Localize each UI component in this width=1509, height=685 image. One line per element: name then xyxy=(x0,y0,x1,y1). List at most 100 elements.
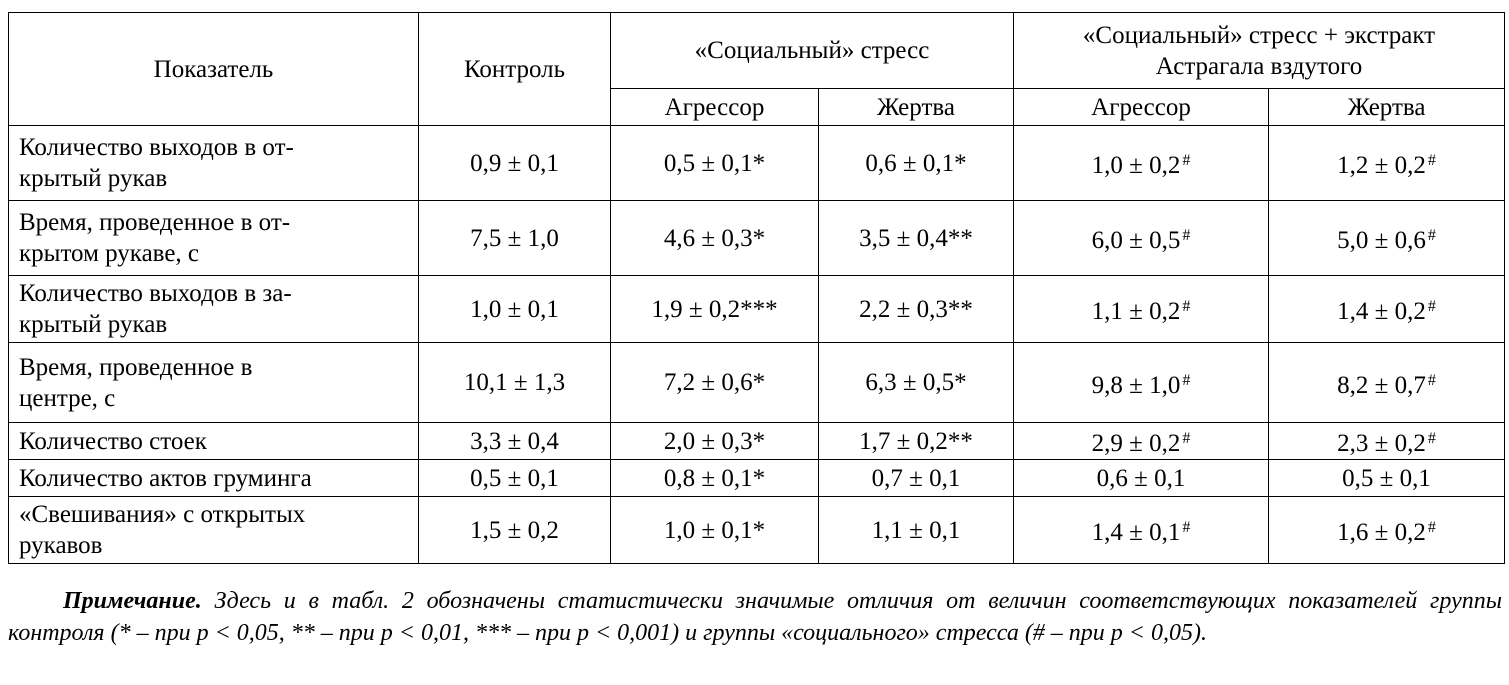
table-row: Количество стоек 3,3 ± 0,4 2,0 ± 0,3* 1,7 ±… xyxy=(8,422,1506,460)
header-victim-extract: Жертва xyxy=(1268,88,1506,126)
cell-value: 1,0 ± 0,2 xyxy=(1091,152,1181,179)
table-row: Количество выходов в за- крытый рукав 1,0… xyxy=(8,275,1506,343)
header-social-stress: «Социальный» стресс xyxy=(609,12,1015,89)
table-cell: 1,0 ± 0,2 # xyxy=(1013,125,1270,201)
cell-value: 0,7 ± 0,1 xyxy=(871,464,961,492)
table-cell: 10,1 ± 1,3 xyxy=(418,342,611,423)
cell-value: 1,0 ± 0,1* xyxy=(663,516,766,544)
cell-value: 0,6 ± 0,1 xyxy=(1096,464,1186,492)
cell-value: 1,9 ± 0,2*** xyxy=(651,295,778,323)
cell-value: 4,6 ± 0,3* xyxy=(663,224,766,252)
table-cell: 2,2 ± 0,3** xyxy=(817,275,1015,343)
table-row: Время, проведенное в от- крытом рукаве, … xyxy=(8,200,1506,276)
row-label: Количество актов груминга xyxy=(8,459,419,497)
significance-mark: # xyxy=(1427,430,1436,447)
table-cell: 3,5 ± 0,4** xyxy=(817,200,1015,276)
table-cell: 0,6 ± 0,1* xyxy=(817,125,1015,201)
cell-value: 1,4 ± 0,1 xyxy=(1091,519,1181,546)
table-cell: 1,6 ± 0,2 # xyxy=(1268,496,1506,564)
cell-value: 2,2 ± 0,3** xyxy=(859,295,973,323)
note-text: Здесь и в табл. 2 обозначены статистичес… xyxy=(8,588,1502,646)
row-label: «Свешивания» с открытых рукавов xyxy=(8,496,419,564)
table-cell: 6,3 ± 0,5* xyxy=(817,342,1015,423)
significance-mark: # xyxy=(1182,152,1191,169)
significance-mark: # xyxy=(1182,430,1191,447)
cell-value: 10,1 ± 1,3 xyxy=(463,369,566,396)
significance-mark: # xyxy=(1427,519,1436,536)
table-row: «Свешивания» с открытых рукавов 1,5 ± 0,2… xyxy=(8,496,1506,564)
cell-value: 1,5 ± 0,2 xyxy=(470,516,559,544)
row-label: Количество стоек xyxy=(8,422,419,460)
cell-value: 1,1 ± 0,2 xyxy=(1091,298,1181,325)
table-cell: 0,6 ± 0,1 xyxy=(1013,459,1270,497)
table-cell: 2,9 ± 0,2 # xyxy=(1013,422,1270,460)
table-note: Примечание. Здесь и в табл. 2 обозначены… xyxy=(8,586,1502,649)
table-cell: 0,9 ± 0,1 xyxy=(418,125,611,201)
table-cell: 2,0 ± 0,3* xyxy=(610,422,819,460)
table-cell: 0,8 ± 0,1* xyxy=(610,459,819,497)
significance-mark: # xyxy=(1427,152,1436,169)
cell-value: 2,9 ± 0,2 xyxy=(1091,430,1181,457)
cell-value: 8,2 ± 0,7 xyxy=(1337,371,1426,399)
table-cell: 5,0 ± 0,6 # xyxy=(1268,200,1506,276)
table-cell: 2,3 ± 0,2 # xyxy=(1268,422,1506,460)
cell-value: 6,0 ± 0,5 xyxy=(1091,227,1181,254)
row-label: Количество выходов в от- крытый рукав xyxy=(8,125,419,201)
significance-mark: # xyxy=(1182,298,1191,315)
header-control: Контроль xyxy=(418,12,611,126)
cell-value: 3,5 ± 0,4** xyxy=(859,224,973,252)
cell-value: 1,7 ± 0,2** xyxy=(859,427,973,455)
table-row: Время, проведенное в центре, с 10,1 ± 1,3… xyxy=(8,342,1506,423)
cell-value: 9,8 ± 1,0 xyxy=(1091,371,1181,399)
header-aggressor-stress: Агрессор xyxy=(610,88,819,126)
table-cell: 1,7 ± 0,2** xyxy=(817,422,1015,460)
header-stress-extract-line2: Астрагала вздутого xyxy=(1155,52,1363,80)
table-cell: 1,2 ± 0,2 # xyxy=(1268,125,1506,201)
cell-value: 2,0 ± 0,3* xyxy=(663,427,766,455)
table-cell: 1,5 ± 0,2 xyxy=(418,496,611,564)
table-cell: 1,0 ± 0,1* xyxy=(610,496,819,564)
table-cell: 0,5 ± 0,1 xyxy=(418,459,611,497)
significance-mark: # xyxy=(1182,519,1191,536)
table-cell: 9,8 ± 1,0 # xyxy=(1013,342,1270,423)
table-cell: 8,2 ± 0,7 # xyxy=(1268,342,1506,423)
table-cell: 6,0 ± 0,5 # xyxy=(1013,200,1270,276)
significance-mark: # xyxy=(1182,371,1191,389)
row-label: Время, проведенное в центре, с xyxy=(8,342,419,423)
header-aggressor-extract: Агрессор xyxy=(1013,88,1270,126)
table-cell: 1,1 ± 0,1 xyxy=(817,496,1015,564)
table-cell: 1,4 ± 0,1 # xyxy=(1013,496,1270,564)
row-label: Время, проведенное в от- крытом рукаве, … xyxy=(8,200,419,276)
cell-value: 3,3 ± 0,4 xyxy=(470,427,559,455)
table-body: Количество выходов в от- крытый рукав 0,9… xyxy=(8,125,1506,564)
header-victim-stress: Жертва xyxy=(817,88,1015,126)
table-cell: 0,5 ± 0,1* xyxy=(610,125,819,201)
table-cell: 1,4 ± 0,2 # xyxy=(1268,275,1506,343)
significance-mark: # xyxy=(1427,371,1436,389)
cell-value: 1,6 ± 0,2 xyxy=(1337,519,1426,546)
results-table: Показатель Контроль «Социальный» стресс … xyxy=(8,12,1506,564)
cell-value: 0,5 ± 0,1 xyxy=(470,464,559,492)
cell-value: 1,0 ± 0,1 xyxy=(470,295,559,323)
table-cell: 4,6 ± 0,3* xyxy=(610,200,819,276)
header-stress-extract-line1: «Социальный» стресс + экстракт xyxy=(1082,21,1436,49)
cell-value: 1,1 ± 0,1 xyxy=(871,516,961,544)
cell-value: 0,6 ± 0,1* xyxy=(865,149,967,177)
table-cell: 1,1 ± 0,2 # xyxy=(1013,275,1270,343)
cell-value: 6,3 ± 0,5* xyxy=(865,369,967,396)
table-cell: 7,5 ± 1,0 xyxy=(418,200,611,276)
header-indicator: Показатель xyxy=(8,12,419,126)
table-cell: 1,0 ± 0,1 xyxy=(418,275,611,343)
significance-mark: # xyxy=(1182,227,1191,244)
note-title: Примечание. xyxy=(63,588,202,614)
cell-value: 7,5 ± 1,0 xyxy=(470,224,559,252)
table-cell: 3,3 ± 0,4 xyxy=(418,422,611,460)
cell-value: 0,5 ± 0,1* xyxy=(663,149,766,177)
cell-value: 1,4 ± 0,2 xyxy=(1337,298,1426,325)
cell-value: 2,3 ± 0,2 xyxy=(1337,430,1426,457)
table-cell: 0,5 ± 0,1 xyxy=(1268,459,1506,497)
header-stress-extract: «Социальный» стресс + экстракт Астрагала… xyxy=(1013,12,1506,89)
table-cell: 7,2 ± 0,6* xyxy=(610,342,819,423)
cell-value: 5,0 ± 0,6 xyxy=(1337,227,1426,254)
row-label: Количество выходов в за- крытый рукав xyxy=(8,275,419,343)
